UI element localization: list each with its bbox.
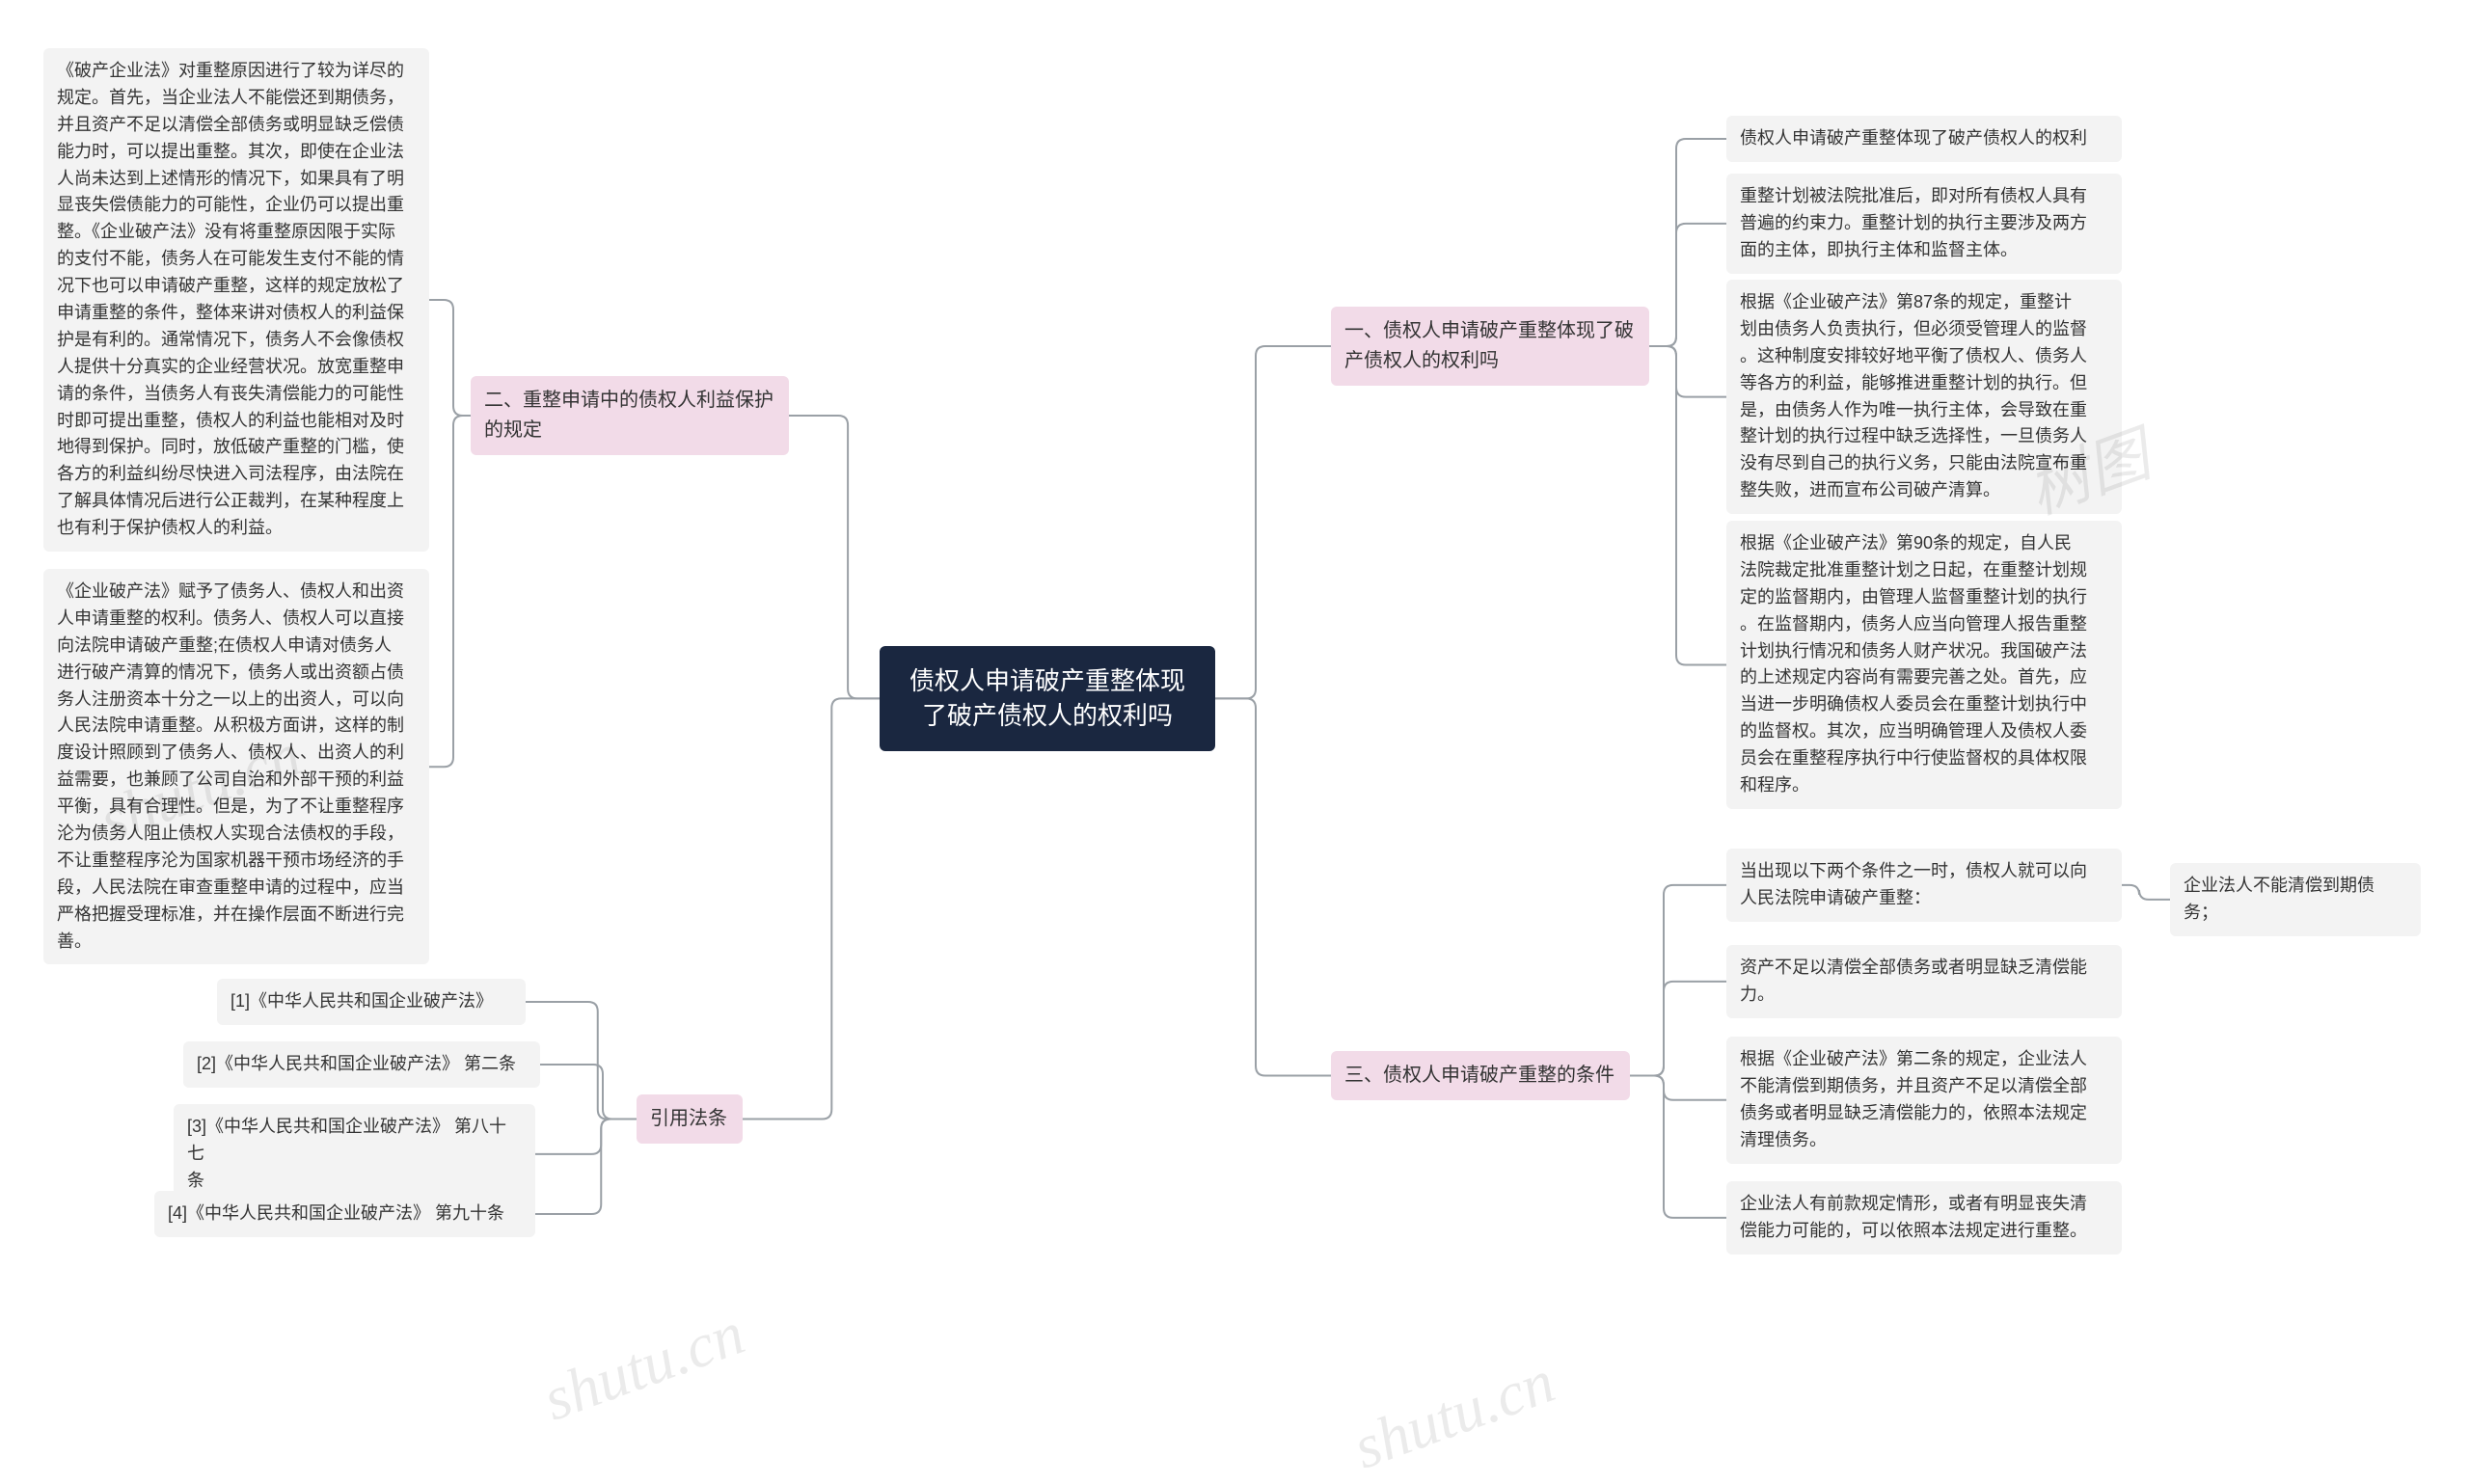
connector	[1649, 346, 1726, 664]
leaf-node: 企业法人不能清偿到期债务；	[2170, 863, 2421, 936]
connector	[743, 698, 880, 1119]
connector	[1215, 698, 1331, 1075]
branch-node: 二、重整申请中的债权人利益保护的规定	[471, 376, 789, 455]
connector	[1630, 1076, 1726, 1100]
branch-node: 三、债权人申请破产重整的条件	[1331, 1051, 1630, 1100]
leaf-node: 企业法人有前款规定情形，或者有明显丧失清偿能力可能的，可以依照本法规定进行重整。	[1726, 1181, 2122, 1255]
connector	[535, 1120, 637, 1154]
leaf-node: [2]《中华人民共和国企业破产法》 第二条	[183, 1041, 540, 1088]
leaf-node: 资产不足以清偿全部债务或者明显缺乏清偿能力。	[1726, 945, 2122, 1018]
leaf-node: [1]《中华人民共和国企业破产法》	[217, 979, 526, 1025]
leaf-node: 《破产企业法》对重整原因进行了较为详尽的规定。首先，当企业法人不能偿还到期债务，…	[43, 48, 429, 552]
connector	[1649, 139, 1726, 346]
watermark: shutu.cn	[1344, 1345, 1563, 1483]
connector	[1630, 982, 1726, 1076]
leaf-node: [3]《中华人民共和国企业破产法》 第八十七条	[174, 1104, 535, 1204]
connector	[429, 416, 471, 767]
connector	[1649, 224, 1726, 346]
leaf-node: 重整计划被法院批准后，即对所有债权人具有普遍的约束力。重整计划的执行主要涉及两方…	[1726, 174, 2122, 274]
connector	[1215, 346, 1331, 698]
root-node: 债权人申请破产重整体现了破产债权人的权利吗	[880, 646, 1215, 751]
connector	[789, 416, 880, 698]
connector	[526, 1002, 637, 1120]
connector	[1630, 885, 1726, 1076]
leaf-node: 《企业破产法》赋予了债务人、债权人和出资人申请重整的权利。债务人、债权人可以直接…	[43, 569, 429, 964]
leaf-node: 当出现以下两个条件之一时，债权人就可以向人民法院申请破产重整：	[1726, 849, 2122, 922]
connector	[1649, 346, 1726, 397]
connector	[535, 1120, 637, 1214]
connector	[429, 300, 471, 416]
leaf-node: 根据《企业破产法》第二条的规定，企业法人不能清偿到期债务，并且资产不足以清偿全部…	[1726, 1037, 2122, 1164]
leaf-node: 根据《企业破产法》第90条的规定，自人民法院裁定批准重整计划之日起，在重整计划规…	[1726, 521, 2122, 809]
leaf-node: 根据《企业破产法》第87条的规定，重整计划由债务人负责执行，但必须受管理人的监督…	[1726, 280, 2122, 514]
branch-node: 引用法条	[637, 1094, 743, 1144]
leaf-node: [4]《中华人民共和国企业破产法》 第九十条	[154, 1191, 535, 1237]
watermark: shutu.cn	[534, 1297, 753, 1435]
connector	[540, 1065, 637, 1120]
branch-node: 一、债权人申请破产重整体现了破产债权人的权利吗	[1331, 307, 1649, 386]
leaf-node: 债权人申请破产重整体现了破产债权人的权利	[1726, 116, 2122, 162]
connector	[1630, 1076, 1726, 1218]
connector	[2122, 885, 2170, 900]
